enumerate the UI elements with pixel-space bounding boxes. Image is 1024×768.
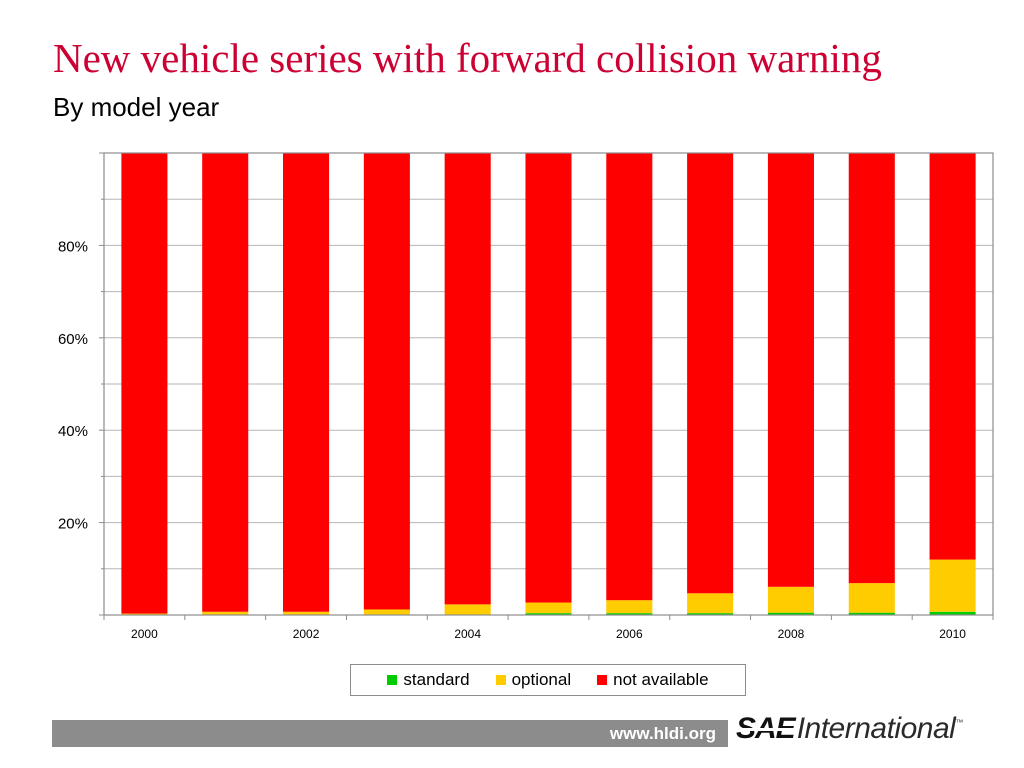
bar-not-available-2007 [687,153,734,594]
bar-standard-2005 [525,613,572,615]
bar-not-available-2003 [363,153,410,610]
bar-optional-2007 [687,593,734,614]
slide-subtitle: By model year [53,92,220,122]
logo-sae-mark: SAE [736,712,796,745]
bar-standard-2008 [767,612,814,615]
y-tick-label: 20% [58,516,88,533]
bar-optional-2004 [444,604,491,615]
x-tick-label: 2000 [131,627,158,641]
bar-optional-2005 [525,602,572,614]
legend-item-standard: standard [387,670,470,690]
logo-international-text: International [796,712,956,745]
bar-not-available-2010 [929,153,976,560]
x-tick-label: 2008 [778,627,805,641]
y-tick-label: 40% [58,423,88,440]
legend-label-optional: optional [511,670,572,689]
axes: 20% 40% 60% 80% 2000 2002 2004 2006 2008 2010 [58,152,994,641]
bar-optional-2003 [363,609,410,615]
legend-item-not-available: not available [597,670,709,690]
bar-not-available-2006 [606,153,653,601]
legend-label-standard: standard [403,670,470,689]
bar-not-available-2008 [767,153,814,587]
footer-bar: www.hldi.org [52,720,728,747]
x-tick-label: 2002 [293,627,320,641]
bar-not-available-2009 [848,153,895,584]
bar-optional-2006 [606,600,653,614]
bar-optional-2000 [121,613,168,615]
legend-item-optional: optional [495,670,572,690]
legend-label-not-available: not available [613,670,709,689]
bar-optional-2009 [848,583,895,613]
chart-legend: standard optional not available [350,664,746,696]
legend-swatch-optional [495,675,506,685]
stacked-bar-chart: 20% 40% 60% 80% 2000 2002 2004 2006 2008 2010 [58,152,994,641]
bar-optional-2008 [767,586,814,613]
y-tick-label: 60% [58,331,88,348]
y-tick-label: 80% [58,238,88,255]
bar-standard-2006 [606,613,653,615]
bar-optional-2001 [202,611,249,615]
sae-international-logo: SAE International ™ [736,712,986,756]
bar-not-available-2000 [121,153,168,614]
x-tick-label: 2006 [616,627,643,641]
bars [121,153,976,615]
legend-swatch-standard [387,675,398,685]
footer-divider [728,720,734,747]
bar-optional-2002 [283,611,330,615]
x-tick-label: 2004 [454,627,481,641]
slide-title: New vehicle series with forward collisio… [53,35,882,81]
bar-optional-2010 [929,559,976,612]
bar-not-available-2004 [444,153,491,605]
bar-not-available-2002 [283,153,330,612]
footer-url[interactable]: www.hldi.org [609,724,716,743]
x-tick-label: 2010 [939,627,966,641]
bar-standard-2007 [687,613,734,615]
legend-swatch-not-available [597,675,608,685]
bar-not-available-2005 [525,153,572,603]
bar-standard-2009 [848,612,895,615]
bar-standard-2010 [929,611,976,615]
logo-trademark: ™ [955,718,964,727]
bar-not-available-2001 [202,153,249,612]
